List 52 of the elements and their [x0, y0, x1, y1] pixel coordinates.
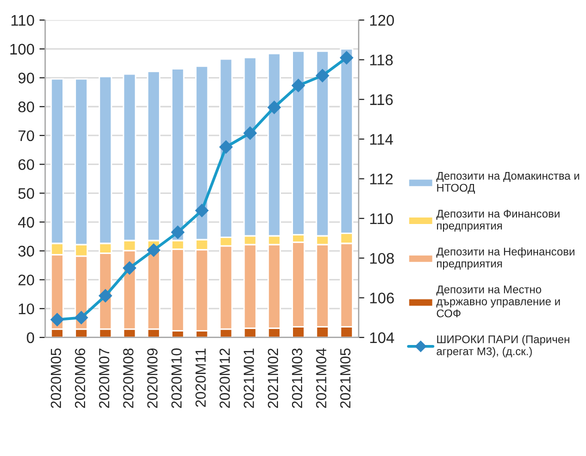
- point: [147, 244, 160, 257]
- x-tick-label: 2020M08: [123, 348, 134, 408]
- y2-tick-label: 118: [370, 54, 393, 66]
- y-tick-label: 40: [18, 216, 34, 228]
- x-tick-label: 2021M02: [268, 348, 278, 408]
- point: [316, 69, 330, 82]
- y2-tick-label: 114: [370, 134, 393, 145]
- legend-label: Депозити на Домакинства и НТООД: [436, 172, 580, 194]
- y2-tick-label: 106: [370, 292, 394, 304]
- point: [195, 204, 208, 218]
- y-tick-label: 110: [12, 14, 34, 26]
- y-tick-label: 10: [18, 303, 34, 314]
- legend-label: Депозити на Нефинансови предприятия: [436, 247, 574, 270]
- point: [98, 289, 112, 302]
- point: [171, 226, 184, 239]
- point: [122, 261, 136, 275]
- y2-tick-label: 110: [370, 213, 393, 224]
- x-tick-label: 2020M11: [195, 348, 206, 407]
- legend-label: ШИРОКИ ПАРИ (Паричен агрегат М3), (д.ск.): [436, 335, 570, 358]
- point: [219, 140, 233, 154]
- y-tick-label: 0: [26, 332, 34, 344]
- point: [292, 78, 305, 92]
- y-tick-label: 100: [10, 44, 34, 55]
- x-tick-label: 2020M07: [99, 348, 110, 408]
- y-tick-label: 80: [18, 101, 34, 112]
- x-tick-label: 2020M10: [171, 348, 182, 408]
- x-tick-label: 2020M06: [74, 348, 86, 408]
- x-tick-label: 2020M09: [147, 348, 158, 408]
- y2-tick-label: 120: [370, 14, 394, 26]
- x-tick-label: 2021M05: [340, 348, 350, 408]
- y-tick-label: 50: [18, 188, 34, 199]
- y-tick-label: 70: [18, 130, 34, 142]
- point: [340, 51, 354, 64]
- x-tick-label: 2021M04: [316, 348, 326, 408]
- y2-tick-label: 104: [370, 332, 394, 344]
- x-tick-label: 2020M12: [220, 348, 230, 408]
- y2-tick-label: 112: [370, 174, 393, 184]
- x-tick-label: 2020M05: [50, 348, 62, 408]
- y-tick-label: 20: [18, 274, 34, 286]
- y-tick-label: 60: [18, 159, 34, 170]
- point: [74, 311, 88, 324]
- y2-tick-label: 108: [370, 252, 394, 264]
- y-tick-label: 30: [18, 246, 34, 257]
- point: [244, 126, 257, 140]
- point: [268, 100, 281, 114]
- x-tick-label: 2021M01: [244, 348, 254, 408]
- x-tick-label: 2021M03: [292, 348, 302, 408]
- y-tick-label: 90: [18, 72, 34, 84]
- point: [50, 313, 64, 326]
- legend-label: Депозити на Местно държавно управление и СОФ: [436, 286, 560, 318]
- y2-tick-label: 116: [370, 94, 393, 106]
- legend-label: Депозити на Финансови предприятия: [436, 210, 560, 232]
